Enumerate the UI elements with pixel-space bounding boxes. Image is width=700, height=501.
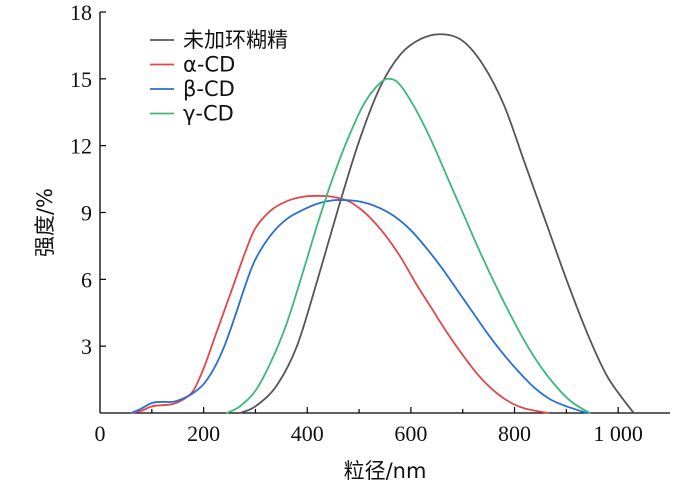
series-line-4 (226, 77, 591, 414)
x-tick-label: 400 (291, 421, 324, 446)
series-line-2 (130, 194, 550, 414)
series-layer (130, 33, 635, 414)
x-tick-label: 200 (187, 421, 220, 446)
legend-label: γ-CD (183, 102, 234, 126)
y-tick-label: 15 (70, 67, 92, 92)
legend-label: α-CD (183, 53, 235, 77)
x-tick-label: 1 000 (593, 421, 643, 446)
x-axis-title: 粒径/nm (344, 459, 427, 483)
legend-label: 未加环糊精 (183, 28, 288, 52)
y-tick-label: 18 (70, 0, 92, 25)
ticks: 0 200 400 600 800 1 000 3 6 9 12 15 18 (70, 0, 643, 446)
y-tick-label: 12 (70, 134, 92, 159)
x-tick-label: 0 (95, 421, 106, 446)
series-line-1 (239, 33, 635, 414)
y-tick-label: 6 (81, 267, 92, 292)
legend-label: β-CD (183, 77, 235, 101)
x-tick-label: 800 (498, 421, 531, 446)
x-tick-label: 600 (394, 421, 427, 446)
y-tick-label: 9 (81, 201, 92, 226)
y-axis-title: 强度/% (33, 188, 57, 257)
series-line-3 (130, 199, 588, 414)
y-tick-label: 3 (81, 334, 92, 359)
